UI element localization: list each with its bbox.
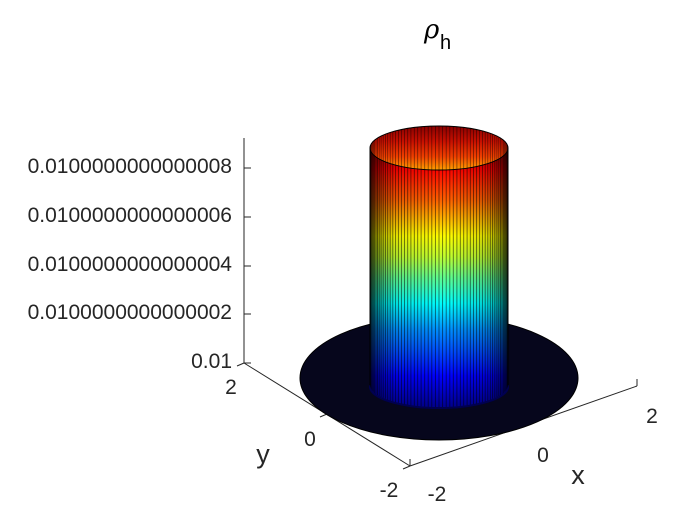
z-tick-label: 0.0100000000000008 (28, 155, 232, 178)
y-axis-label: y (256, 439, 270, 469)
cylinder-mesh (369, 148, 509, 407)
title-subscript: h (440, 32, 451, 54)
x-tick-label: -2 (428, 483, 447, 506)
z-tick-label: 0.01 (191, 350, 232, 373)
plateau-cylinder (369, 148, 509, 407)
tick-mark (402, 465, 411, 470)
title-symbol: ρ (423, 15, 440, 45)
y-tick-label: -2 (380, 479, 399, 502)
x-tick-labels: -2 0 2 (428, 405, 658, 506)
y-tick-labels: 2 0 -2 (225, 376, 398, 502)
z-tick-labels: 0.01 0.0100000000000002 0.01000000000000… (28, 155, 233, 373)
cylinder-top (369, 125, 509, 171)
tick-mark (236, 362, 245, 367)
cylinder-top-mesh (369, 126, 509, 170)
chart-title: ρ h (423, 15, 451, 54)
y-tick-label: 2 (225, 376, 237, 399)
x-tick-label: 2 (646, 405, 658, 428)
z-tick-label: 0.0100000000000006 (28, 204, 232, 227)
z-tick-label: 0.0100000000000002 (28, 301, 232, 324)
y-tick-label: 0 (304, 428, 316, 451)
x-axis-label: x (571, 460, 585, 490)
x-tick-label: 0 (537, 444, 549, 467)
cylinder-outline (369, 148, 509, 385)
z-tick-label: 0.0100000000000004 (28, 253, 233, 276)
